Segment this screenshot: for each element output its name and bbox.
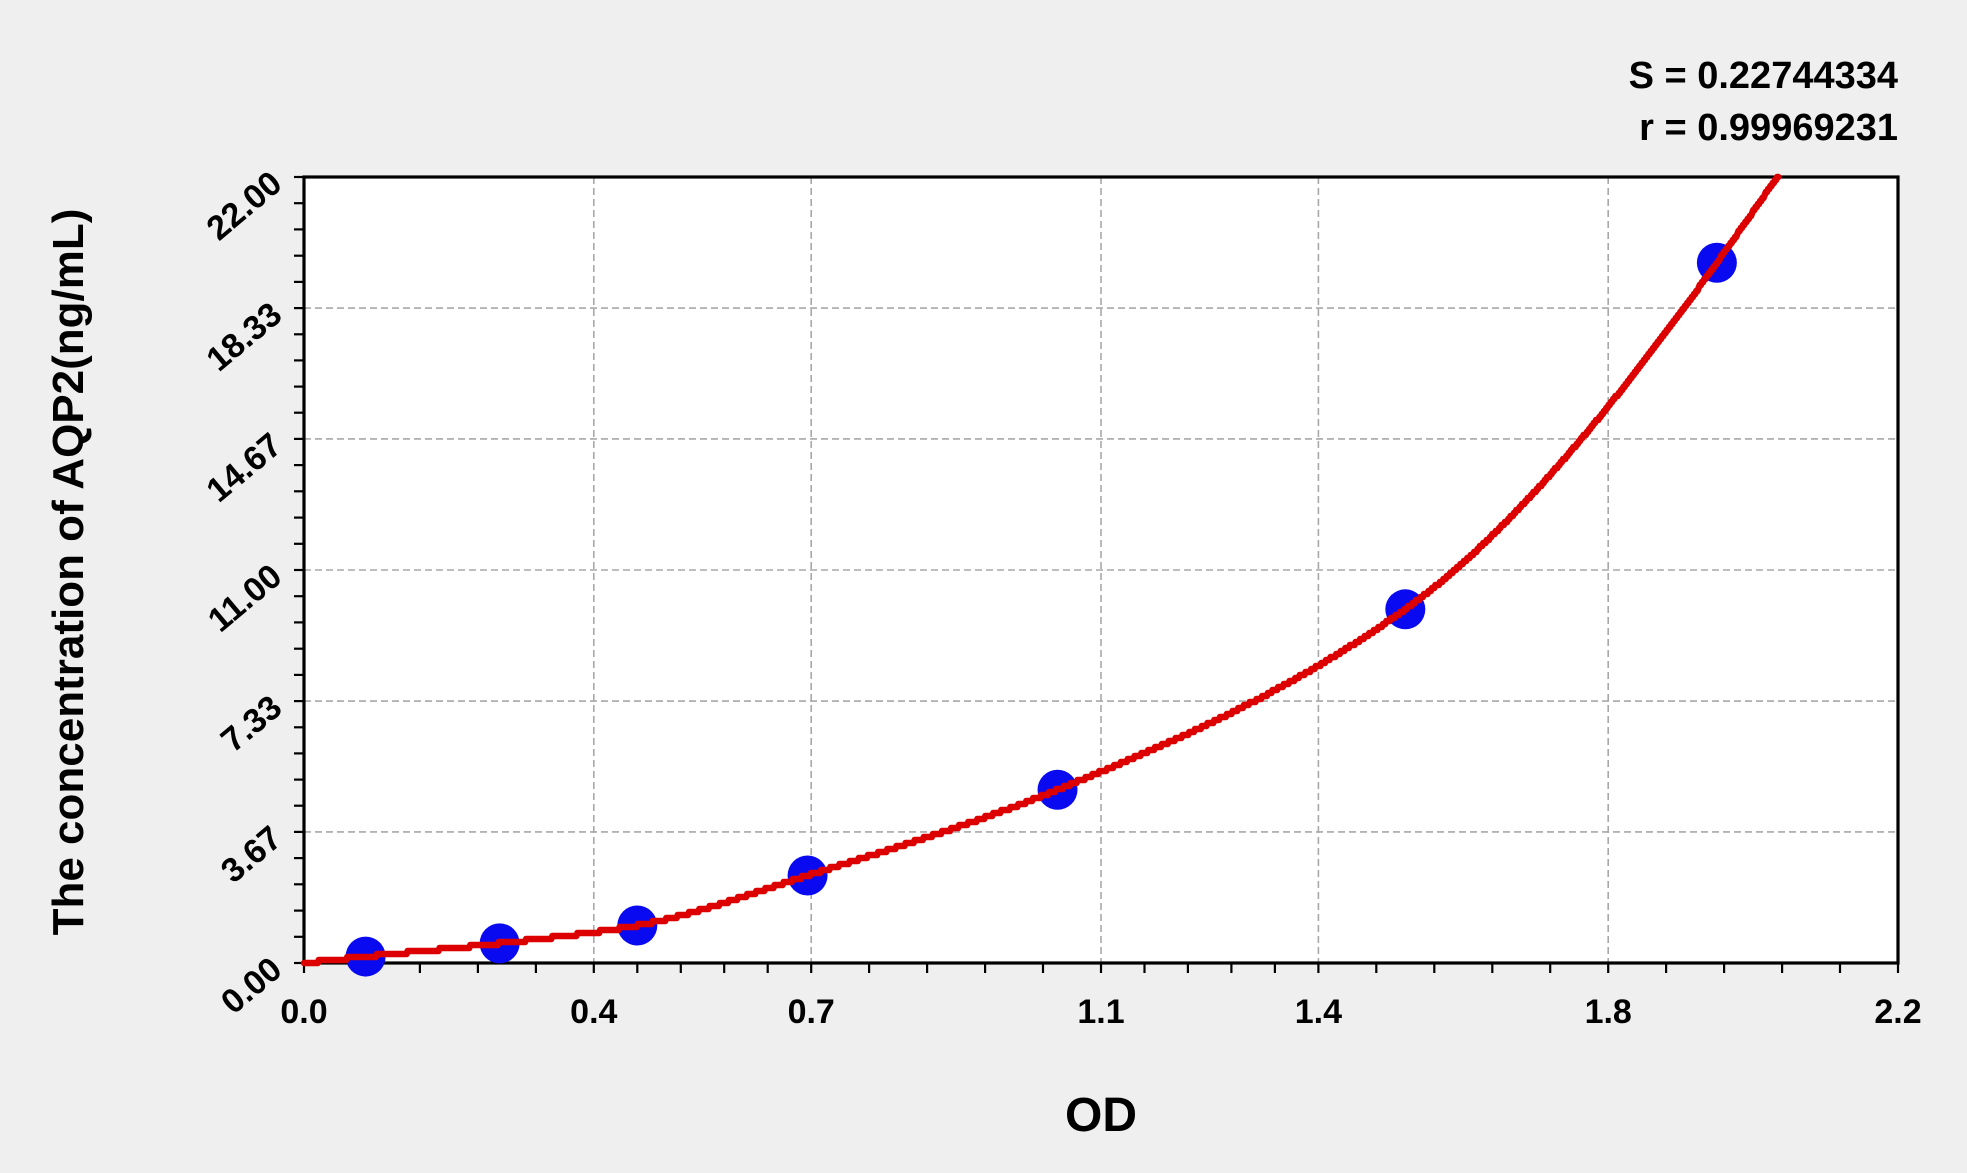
svg-text:2.2: 2.2 bbox=[1874, 993, 1921, 1031]
svg-text:S = 0.22744334: S = 0.22744334 bbox=[1629, 55, 1898, 97]
svg-text:The concentration of AQP2(ng/m: The concentration of AQP2(ng/mL) bbox=[44, 209, 93, 936]
svg-text:0.0: 0.0 bbox=[280, 993, 327, 1031]
svg-text:1.8: 1.8 bbox=[1585, 993, 1632, 1031]
svg-text:0.4: 0.4 bbox=[570, 993, 617, 1031]
svg-text:r = 0.99969231: r = 0.99969231 bbox=[1639, 107, 1898, 149]
svg-text:1.4: 1.4 bbox=[1295, 993, 1342, 1031]
svg-text:0.7: 0.7 bbox=[788, 993, 835, 1031]
svg-text:OD: OD bbox=[1065, 1089, 1137, 1142]
svg-text:1.1: 1.1 bbox=[1077, 993, 1124, 1031]
